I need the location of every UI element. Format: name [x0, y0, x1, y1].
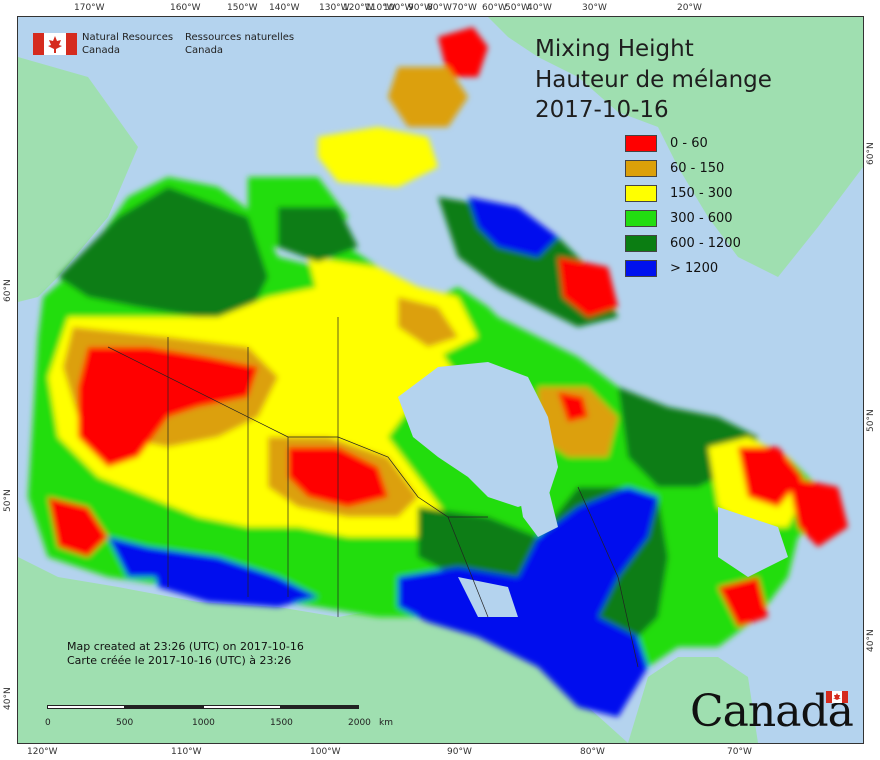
map-date: 2017-10-16 [535, 97, 669, 123]
alaska [18, 57, 138, 302]
greenland [488, 17, 863, 277]
legend-label: 150 - 300 [670, 186, 733, 201]
top-tick-label: 80°W [427, 3, 452, 13]
legend-swatch [625, 185, 657, 202]
top-tick-label: 160°W [170, 3, 201, 13]
provincial-boundaries [107, 317, 639, 668]
top-tick-label: 140°W [269, 3, 300, 13]
top-tick-label: 120°W [343, 3, 374, 13]
hudson-bay [398, 362, 558, 507]
legend-label: > 1200 [670, 261, 719, 276]
scale-label: 500 [116, 718, 134, 728]
bottom-tick-label: 90°W [447, 747, 472, 757]
james-bay [518, 487, 558, 537]
map-title-fr: Hauteur de mélange [535, 67, 772, 93]
agency-name-en: Natural Resources Canada [82, 31, 173, 57]
top-tick-label: 70°W [452, 3, 477, 13]
top-tick-label: 90°W [408, 3, 433, 13]
top-tick-label: 130°W [319, 3, 350, 13]
top-tick-label: 100°W [383, 3, 414, 13]
united-states [18, 557, 628, 743]
agency-name-fr-line2: Canada [185, 45, 224, 56]
credit-en: Map created at 23:26 (UTC) on 2017-10-16 [67, 640, 304, 653]
map-svg [18, 17, 863, 743]
legend-swatch [625, 235, 657, 252]
left-tick-label: 40°N [3, 687, 13, 710]
credit-fr: Carte créée le 2017-10-16 (UTC) à 23:26 [67, 654, 292, 667]
legend-label: 300 - 600 [670, 211, 733, 226]
legend-label: 600 - 1200 [670, 236, 741, 251]
bottom-tick-label: 70°W [727, 747, 752, 757]
legend-swatch [625, 210, 657, 227]
wordmark-flag-icon [826, 691, 848, 703]
agency-name-fr: Ressources naturelles Canada [185, 31, 294, 57]
bottom-tick-label: 100°W [310, 747, 341, 757]
top-tick-label: 110°W [365, 3, 396, 13]
bottom-tick-label: 80°W [580, 747, 605, 757]
legend-label: 60 - 150 [670, 161, 725, 176]
gulf-of-st-lawrence [718, 507, 788, 577]
great-lakes [458, 577, 518, 617]
left-tick-label: 50°N [3, 489, 13, 512]
legend-label: 0 - 60 [670, 136, 708, 151]
map-title-en: Mixing Height [535, 36, 694, 62]
legend-swatch [625, 260, 657, 277]
top-tick-label: 150°W [227, 3, 258, 13]
mixing-height-field [28, 27, 848, 717]
bottom-tick-label: 110°W [171, 747, 202, 757]
right-tick-label: 40°N [866, 629, 876, 652]
top-tick-label: 170°W [74, 3, 105, 13]
top-tick-label: 40°W [527, 3, 552, 13]
legend-swatch [625, 135, 657, 152]
scale-label: 1500 [270, 718, 293, 728]
agency-name-en-line2: Canada [82, 45, 121, 56]
right-tick-label: 50°N [866, 409, 876, 432]
top-tick-label: 30°W [582, 3, 607, 13]
legend-swatch [625, 160, 657, 177]
bottom-tick-label: 120°W [27, 747, 58, 757]
scale-label: 0 [45, 718, 51, 728]
canada-flag-icon [33, 33, 77, 55]
scale-label: 1000 [192, 718, 215, 728]
scale-bar [47, 705, 359, 715]
map-canvas[interactable] [17, 16, 864, 744]
agency-name-fr-line1: Ressources naturelles [185, 32, 295, 43]
top-tick-label: 50°W [505, 3, 530, 13]
agency-name-en-line1: Natural Resources [82, 32, 174, 43]
left-tick-label: 60°N [3, 279, 13, 302]
top-tick-label: 60°W [482, 3, 507, 13]
right-tick-label: 60°N [866, 142, 876, 165]
scale-unit: km [379, 718, 393, 728]
top-tick-label: 20°W [677, 3, 702, 13]
united-states-east [628, 657, 758, 743]
scale-label: 2000 [348, 718, 371, 728]
